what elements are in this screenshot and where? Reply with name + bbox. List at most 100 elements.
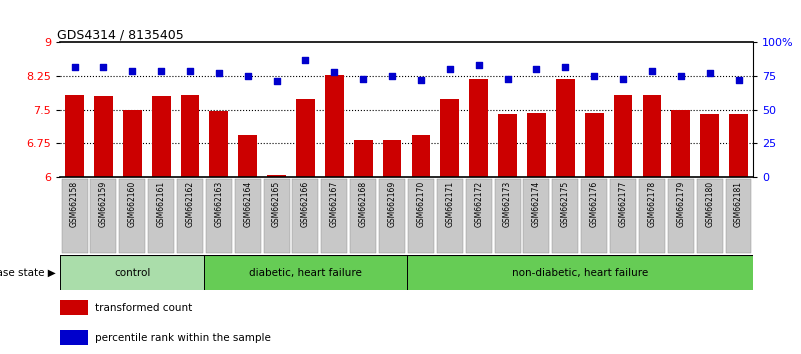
Text: GSM662171: GSM662171	[445, 181, 454, 227]
Text: GSM662166: GSM662166	[301, 181, 310, 227]
Bar	[60, 330, 88, 345]
Text: diabetic, heart failure: diabetic, heart failure	[249, 268, 362, 278]
Bar	[65, 95, 84, 177]
Text: control: control	[114, 268, 151, 278]
FancyBboxPatch shape	[60, 255, 204, 290]
Text: GSM662158: GSM662158	[70, 181, 79, 227]
Text: GSM662164: GSM662164	[244, 181, 252, 227]
FancyBboxPatch shape	[350, 178, 376, 253]
Text: GSM662162: GSM662162	[186, 181, 195, 227]
Text: GSM662160: GSM662160	[127, 181, 137, 227]
Point	[356, 76, 369, 82]
Text: GSM662177: GSM662177	[618, 181, 627, 227]
FancyBboxPatch shape	[119, 178, 145, 253]
Point	[703, 70, 716, 76]
Bar	[527, 113, 545, 177]
Bar	[383, 140, 401, 177]
Point	[328, 69, 340, 75]
Bar	[210, 111, 228, 177]
Bar	[441, 99, 459, 177]
Bar	[268, 175, 286, 177]
Bar	[614, 95, 633, 177]
Bar	[123, 110, 142, 177]
Bar	[94, 96, 113, 177]
FancyBboxPatch shape	[582, 178, 607, 253]
Point	[126, 68, 139, 74]
Text: GSM662159: GSM662159	[99, 181, 108, 227]
FancyBboxPatch shape	[379, 178, 405, 253]
Point	[674, 73, 687, 79]
Text: GSM662170: GSM662170	[417, 181, 425, 227]
Point	[732, 77, 745, 83]
FancyBboxPatch shape	[610, 178, 636, 253]
Point	[270, 79, 283, 84]
Bar	[412, 135, 430, 177]
Bar	[469, 79, 488, 177]
FancyBboxPatch shape	[553, 178, 578, 253]
Text: disease state ▶: disease state ▶	[0, 268, 56, 278]
Bar	[585, 113, 603, 177]
Point	[444, 67, 457, 72]
Bar	[498, 114, 517, 177]
FancyBboxPatch shape	[668, 178, 694, 253]
Bar	[296, 99, 315, 177]
Text: percentile rank within the sample: percentile rank within the sample	[95, 333, 271, 343]
Bar	[671, 110, 690, 177]
Text: GSM662168: GSM662168	[359, 181, 368, 227]
FancyBboxPatch shape	[437, 178, 463, 253]
Point	[530, 67, 543, 72]
Point	[68, 64, 81, 69]
Point	[473, 63, 485, 68]
Text: GSM662174: GSM662174	[532, 181, 541, 227]
Bar	[239, 135, 257, 177]
Point	[385, 73, 398, 79]
FancyBboxPatch shape	[62, 178, 87, 253]
Text: GSM662169: GSM662169	[388, 181, 396, 227]
FancyBboxPatch shape	[523, 178, 549, 253]
Point	[97, 64, 110, 69]
Bar	[700, 114, 719, 177]
Text: GSM662180: GSM662180	[705, 181, 714, 227]
Point	[617, 76, 630, 82]
FancyBboxPatch shape	[206, 178, 231, 253]
Point	[415, 77, 428, 83]
Text: GSM662181: GSM662181	[734, 181, 743, 227]
Point	[501, 76, 514, 82]
Point	[212, 70, 225, 76]
Text: non-diabetic, heart failure: non-diabetic, heart failure	[512, 268, 648, 278]
Text: GSM662175: GSM662175	[561, 181, 570, 227]
Text: GSM662173: GSM662173	[503, 181, 512, 227]
Point	[155, 68, 167, 74]
Point	[646, 68, 658, 74]
Bar	[151, 96, 171, 177]
Point	[559, 64, 572, 69]
Bar	[60, 300, 88, 315]
FancyBboxPatch shape	[292, 178, 319, 253]
Text: GSM662161: GSM662161	[157, 181, 166, 227]
Point	[299, 57, 312, 63]
FancyBboxPatch shape	[639, 178, 665, 253]
FancyBboxPatch shape	[406, 255, 753, 290]
Text: GSM662176: GSM662176	[590, 181, 598, 227]
FancyBboxPatch shape	[204, 255, 406, 290]
Text: transformed count: transformed count	[95, 303, 192, 313]
Point	[183, 68, 196, 74]
Bar	[354, 140, 372, 177]
FancyBboxPatch shape	[264, 178, 290, 253]
Text: GSM662165: GSM662165	[272, 181, 281, 227]
FancyBboxPatch shape	[726, 178, 751, 253]
Text: GSM662179: GSM662179	[676, 181, 686, 227]
FancyBboxPatch shape	[91, 178, 116, 253]
FancyBboxPatch shape	[408, 178, 434, 253]
Text: GSM662172: GSM662172	[474, 181, 483, 227]
FancyBboxPatch shape	[465, 178, 492, 253]
Point	[588, 73, 601, 79]
Text: GSM662167: GSM662167	[330, 181, 339, 227]
FancyBboxPatch shape	[321, 178, 348, 253]
FancyBboxPatch shape	[494, 178, 521, 253]
Bar	[729, 114, 748, 177]
FancyBboxPatch shape	[177, 178, 203, 253]
Text: GDS4314 / 8135405: GDS4314 / 8135405	[57, 28, 183, 41]
Bar	[325, 75, 344, 177]
FancyBboxPatch shape	[235, 178, 260, 253]
